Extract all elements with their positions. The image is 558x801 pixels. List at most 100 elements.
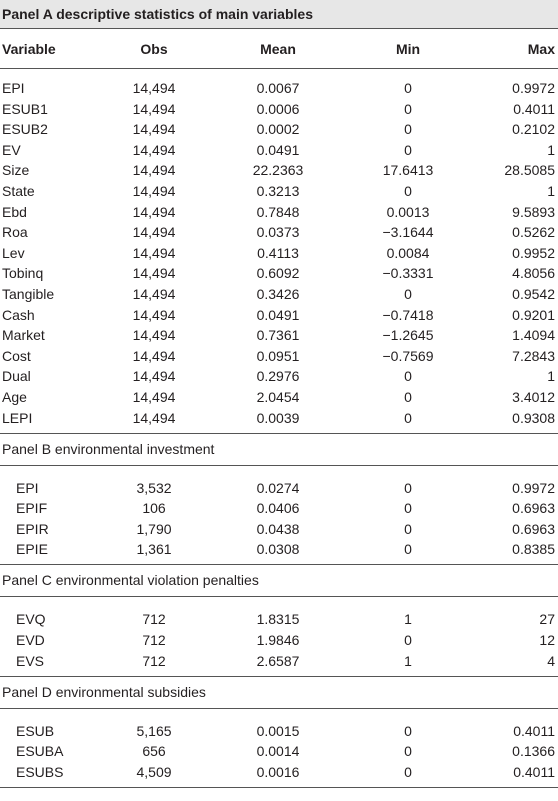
cell: 0.6963 — [512, 500, 555, 517]
rule — [0, 464, 558, 466]
cell: 27 — [539, 611, 555, 628]
cell: 14,494 — [132, 389, 176, 405]
cell: 712 — [142, 652, 166, 669]
cell: 0.0015 — [256, 722, 300, 739]
cell: 0.3213 — [256, 183, 300, 199]
cell: 712 — [142, 632, 166, 648]
cell: 2.0454 — [256, 389, 300, 405]
row-label: EPIR — [16, 520, 49, 537]
cell: 14,494 — [132, 286, 176, 302]
cell: 0.9201 — [512, 306, 555, 323]
row-label: ESUBS — [16, 763, 64, 780]
cell: 0.2976 — [256, 368, 300, 385]
cell: 1 — [404, 652, 412, 669]
cell: 0.9952 — [512, 244, 555, 261]
rule — [0, 564, 558, 566]
cell: 1 — [404, 611, 412, 628]
cell: 0.0067 — [256, 80, 300, 96]
cell: 0.2102 — [512, 121, 555, 138]
cell: 14,494 — [132, 265, 176, 282]
cell: 0.0438 — [256, 520, 300, 537]
cell: 1 — [547, 183, 555, 199]
table-title: Panel A descriptive statistics of main v… — [2, 6, 313, 22]
cell: 0.0308 — [256, 541, 300, 558]
row-label: Tobinq — [2, 265, 44, 282]
column-header: Max — [527, 41, 555, 57]
cell: 0.3426 — [256, 286, 300, 302]
row-label: EVS — [16, 652, 45, 669]
cell: 0.0491 — [256, 141, 300, 158]
cell: 0.6963 — [512, 520, 555, 537]
section-title: Panel B environmental investment — [2, 440, 215, 457]
column-header: Variable — [2, 41, 56, 57]
cell: 14,494 — [132, 327, 176, 344]
cell: 0 — [404, 80, 412, 96]
cell: 2.6587 — [256, 652, 300, 669]
row-label: EPI — [2, 80, 25, 96]
cell: 17.6413 — [382, 162, 434, 179]
cell: 14,494 — [132, 162, 176, 179]
cell: 14,494 — [132, 347, 176, 364]
cell: 22.2363 — [252, 162, 304, 179]
rule — [0, 28, 558, 29]
cell: 0.0013 — [386, 203, 430, 220]
cell: 712 — [142, 611, 166, 628]
column-header: Min — [395, 41, 421, 57]
cell: 0 — [404, 743, 412, 760]
cell: 14,494 — [132, 306, 176, 323]
cell: 28.5085 — [504, 162, 555, 179]
cell: 0.9308 — [512, 409, 555, 426]
title-bar — [0, 0, 558, 28]
cell: 0.0006 — [256, 100, 300, 117]
cell: 0.7361 — [256, 327, 300, 344]
cell: 4.8056 — [512, 265, 555, 282]
cell: 9.5893 — [512, 203, 555, 220]
cell: 0 — [404, 389, 412, 405]
cell: 0 — [404, 286, 412, 302]
cell: 0.0373 — [256, 224, 300, 241]
cell: 0.9972 — [512, 479, 555, 496]
cell: 0.0406 — [256, 500, 300, 517]
cell: 0 — [404, 409, 412, 426]
cell: 0.5262 — [512, 224, 555, 241]
column-header: Mean — [260, 41, 296, 57]
cell: 0.0016 — [256, 763, 300, 780]
rule — [0, 675, 558, 677]
cell: 14,494 — [132, 244, 176, 261]
cell: 14,494 — [132, 203, 176, 220]
row-label: Lev — [2, 244, 25, 261]
cell: 7.2843 — [512, 347, 555, 364]
cell: 0 — [404, 722, 412, 739]
cell: 0.0014 — [256, 743, 300, 760]
cell: 1.8315 — [256, 611, 300, 628]
cell: 14,494 — [132, 80, 176, 96]
row-label: Cash — [2, 306, 35, 323]
row-label: ESUBA — [16, 743, 64, 760]
cell: 0.9972 — [512, 80, 555, 96]
cell: 0 — [404, 183, 412, 199]
cell: 0.4011 — [513, 722, 555, 739]
cell: 14,494 — [132, 368, 176, 385]
row-label: ESUB — [16, 722, 55, 739]
row-label: EV — [2, 141, 21, 158]
cell: 106 — [142, 500, 166, 517]
cell: 0.0274 — [256, 479, 300, 496]
row-label: Market — [2, 327, 45, 344]
row-label: EPI — [16, 479, 39, 496]
cell: 0.0084 — [386, 244, 430, 261]
cell: 0 — [404, 520, 412, 537]
cell: 14,494 — [132, 409, 176, 426]
cell: 1.4094 — [512, 327, 555, 344]
cell: 0.4011 — [513, 763, 555, 780]
cell: 0.4113 — [257, 244, 299, 261]
cell: 14,494 — [132, 224, 176, 241]
row-label: EPIF — [16, 500, 48, 517]
cell: −1.2645 — [382, 327, 434, 344]
cell: 0.0002 — [256, 121, 300, 138]
cell: 12 — [539, 632, 555, 648]
row-label: State — [2, 183, 35, 199]
rule — [0, 786, 558, 788]
row-label: EVQ — [16, 611, 46, 628]
cell: 0 — [404, 632, 412, 648]
